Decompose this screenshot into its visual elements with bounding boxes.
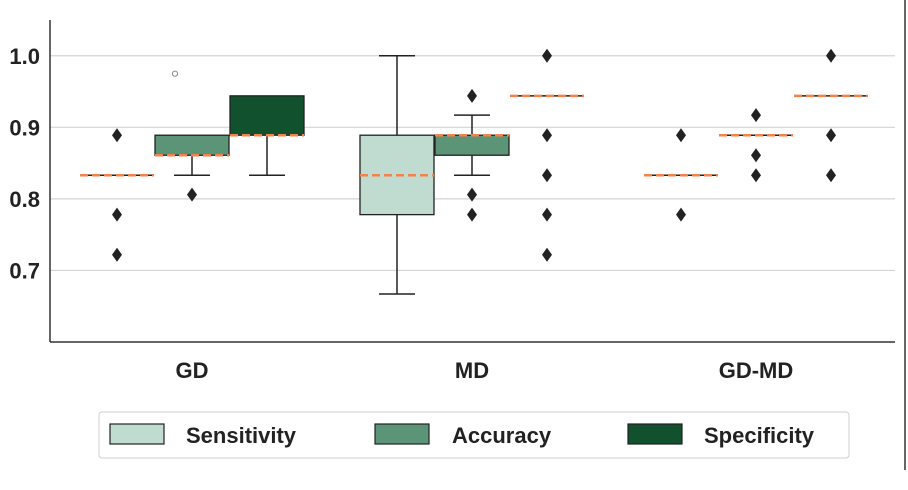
outlier-point <box>751 148 761 163</box>
box-accuracy-gd <box>154 134 230 156</box>
outlier-point <box>467 187 477 202</box>
flier-circle <box>171 70 179 77</box>
legend-label-specificity: Specificity <box>704 423 815 448</box>
outlier-point <box>676 128 686 143</box>
outlier-point <box>542 247 552 262</box>
legend-swatch-sensitivity <box>109 423 165 445</box>
legend-label-sensitivity: Sensitivity <box>186 423 297 448</box>
outlier-point <box>467 88 477 103</box>
outlier-point <box>542 128 552 143</box>
x-tick-label: GD-MD <box>719 358 794 383</box>
box-specificity-gd <box>229 95 305 136</box>
outlier-point <box>467 207 477 222</box>
outlier-point <box>826 128 836 143</box>
outlier-point <box>542 207 552 222</box>
legend-swatch-accuracy <box>374 423 430 445</box>
outlier-point <box>542 48 552 63</box>
x-tick-label: MD <box>455 358 489 383</box>
x-tick-label: GD <box>176 358 209 383</box>
y-tick-label: 0.8 <box>9 187 40 212</box>
outlier-point <box>676 207 686 222</box>
outlier-point <box>112 207 122 222</box>
y-tick-label: 1.0 <box>9 44 40 69</box>
y-tick-label: 0.9 <box>9 115 40 140</box>
outlier-point <box>542 168 552 183</box>
outlier-point <box>112 128 122 143</box>
outlier-point <box>112 247 122 262</box>
outlier-point <box>751 168 761 183</box>
outlier-point <box>826 168 836 183</box>
outlier-point <box>187 187 197 202</box>
outlier-point <box>751 108 761 123</box>
legend-label-accuracy: Accuracy <box>452 423 552 448</box>
legend-swatch-specificity <box>627 423 683 445</box>
outlier-point <box>826 48 836 63</box>
y-tick-label: 0.7 <box>9 258 40 283</box>
box-accuracy-md <box>434 134 510 156</box>
